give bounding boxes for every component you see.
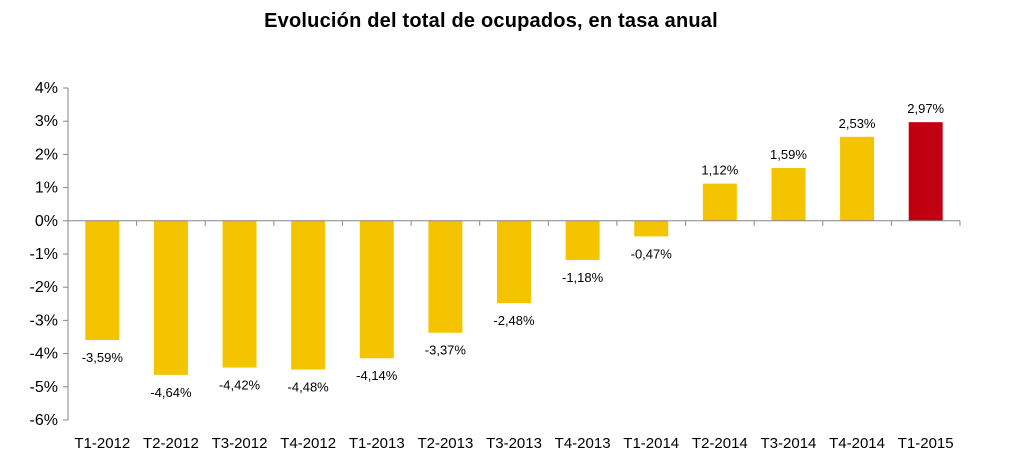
data-label: -3,37% (425, 343, 467, 358)
y-tick-label: -5% (30, 379, 58, 396)
data-label: 2,97% (907, 101, 944, 116)
category-label: T2-2014 (692, 435, 748, 452)
data-label: -3,59% (82, 350, 124, 365)
data-label: -4,42% (219, 378, 261, 393)
y-tick-label: 3% (35, 113, 58, 130)
data-label: 2,53% (839, 116, 876, 131)
bar (908, 122, 943, 221)
y-tick-label: -4% (30, 346, 58, 363)
bar (222, 220, 257, 368)
y-tick-label: 2% (35, 146, 58, 163)
category-label: T2-2012 (143, 435, 199, 452)
data-label: 1,12% (701, 163, 738, 178)
category-label: T3-2014 (761, 435, 817, 452)
y-tick-label: -6% (30, 412, 58, 429)
data-label: -2,48% (493, 313, 535, 328)
y-tick-label: 0% (35, 213, 58, 230)
category-label: T1-2014 (623, 435, 679, 452)
y-tick-label: 1% (35, 180, 58, 197)
bar (85, 220, 120, 340)
y-tick-label: -1% (30, 246, 58, 263)
bar (565, 220, 600, 260)
category-label: T1-2013 (349, 435, 405, 452)
category-label: T1-2012 (74, 435, 130, 452)
data-label: -0,47% (631, 246, 673, 261)
data-label: -4,48% (288, 380, 330, 395)
bar (153, 220, 188, 375)
category-label: T1-2015 (898, 435, 954, 452)
bar (840, 136, 875, 221)
category-label: T4-2014 (829, 435, 885, 452)
bar (702, 183, 737, 221)
bar (497, 220, 531, 304)
category-label: T3-2013 (486, 435, 542, 452)
y-tick-label: -2% (30, 279, 58, 296)
y-tick-label: 4% (35, 80, 58, 97)
data-label: -4,64% (150, 385, 192, 400)
data-label: 1,59% (770, 147, 807, 162)
y-tick-label: -3% (30, 312, 58, 329)
category-label: T4-2013 (555, 435, 611, 452)
category-label: T3-2012 (212, 435, 268, 452)
bar (771, 168, 806, 221)
category-label: T4-2012 (280, 435, 336, 452)
data-label: -4,14% (356, 368, 398, 383)
bar (634, 220, 669, 237)
bar (428, 220, 463, 333)
category-label: T2-2013 (417, 435, 473, 452)
bar (291, 220, 326, 370)
bar (359, 220, 394, 359)
data-label: -1,18% (562, 270, 604, 285)
chart-title: Evolución del total de ocupados, en tasa… (264, 10, 718, 32)
